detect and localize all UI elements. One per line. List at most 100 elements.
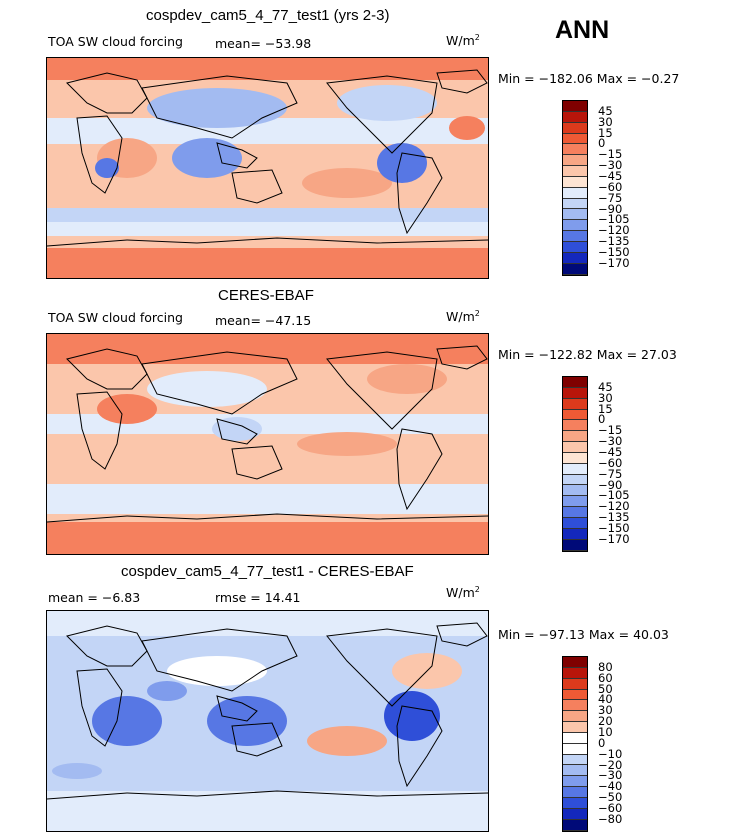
colorbar-box	[563, 765, 587, 777]
panel3-rmse: rmse = 14.41	[215, 590, 301, 605]
colorbar-box	[563, 166, 587, 177]
panel3-map-svg	[47, 611, 488, 831]
colorbar-tick-label: −90	[598, 201, 623, 216]
colorbar-tick-label: −150	[598, 244, 630, 259]
colorbar-tick-label: −150	[598, 520, 630, 535]
colorbar-box	[563, 797, 587, 809]
colorbar-box	[563, 144, 587, 156]
panel3-map	[46, 610, 489, 832]
colorbar-tick-label: −135	[598, 234, 630, 249]
panel2-colorbar-boxes	[563, 377, 587, 551]
colorbar-tick-label: 80	[598, 659, 613, 674]
panel2-minmax: Min = −122.82 Max = 27.03	[498, 347, 677, 362]
colorbar-tick-label: −30	[598, 434, 623, 449]
colorbar-box	[563, 711, 587, 723]
colorbar-box	[563, 409, 587, 421]
colorbar-box	[563, 176, 587, 188]
colorbar-box	[563, 474, 587, 486]
colorbar-box	[563, 528, 587, 540]
panel2-mean: mean= −47.15	[215, 313, 312, 328]
panel2-variable: TOA SW cloud forcing	[48, 310, 183, 325]
panel3-units: W/m2	[446, 585, 480, 601]
colorbar-box	[563, 754, 587, 766]
panel2-map-svg	[47, 334, 488, 554]
panel1-minmax: Min = −182.06 Max = −0.27	[498, 71, 680, 86]
colorbar-tick-label: −80	[598, 811, 623, 826]
colorbar-box	[563, 678, 587, 690]
colorbar-tick-label: 30	[598, 114, 613, 129]
colorbar-tick-label: −90	[598, 477, 623, 492]
colorbar-box	[563, 111, 587, 123]
panel1-mean: mean= −53.98	[215, 36, 312, 51]
panel1-colorbar-boxes	[563, 101, 587, 275]
colorbar-tick-label: −75	[598, 466, 623, 481]
colorbar-tick-label: −120	[598, 499, 630, 514]
panel2-units: W/m2	[446, 309, 480, 325]
colorbar-box	[563, 263, 587, 275]
colorbar-tick-label: −105	[598, 212, 630, 227]
colorbar-tick-label: 10	[598, 724, 613, 739]
colorbar-tick-label: −10	[598, 746, 623, 761]
colorbar-tick-label: −15	[598, 423, 623, 438]
colorbar-tick-label: 30	[598, 703, 613, 718]
panel2-title: CERES-EBAF	[218, 287, 314, 304]
colorbar-tick-label: −30	[598, 768, 623, 783]
colorbar-tick-label: 15	[598, 401, 613, 416]
colorbar-tick-label: 40	[598, 692, 613, 707]
colorbar-tick-label: −170	[598, 531, 630, 546]
colorbar-box	[563, 198, 587, 210]
panel3-title: cospdev_cam5_4_77_test1 - CERES-EBAF	[121, 563, 414, 580]
colorbar-tick-label: 0	[598, 412, 606, 427]
colorbar-box	[563, 732, 587, 744]
colorbar-tick-label: −170	[598, 255, 630, 270]
colorbar-tick-label: −15	[598, 147, 623, 162]
colorbar-box	[563, 667, 587, 679]
panel3-minmax: Min = −97.13 Max = 40.03	[498, 627, 669, 642]
season-label: ANN	[555, 16, 610, 44]
colorbar-box	[563, 431, 587, 443]
panel2-map	[46, 333, 489, 555]
panel1-title: cospdev_cam5_4_77_test1 (yrs 2-3)	[146, 7, 390, 24]
colorbar-tick-label: 20	[598, 714, 613, 729]
colorbar-tick-label: 30	[598, 390, 613, 405]
colorbar-box	[563, 507, 587, 518]
panel1-colorbar	[562, 100, 588, 276]
colorbar-box	[563, 209, 587, 221]
colorbar-box	[563, 398, 587, 410]
colorbar-box	[563, 241, 587, 253]
colorbar-tick-label: −60	[598, 455, 623, 470]
colorbar-tick-label: 0	[598, 136, 606, 151]
colorbar-tick-label: −30	[598, 158, 623, 173]
colorbar-box	[563, 776, 587, 788]
colorbar-tick-label: −75	[598, 190, 623, 205]
colorbar-box	[563, 442, 587, 453]
colorbar-box	[563, 722, 587, 733]
colorbar-tick-label: 60	[598, 670, 613, 685]
colorbar-box	[563, 420, 587, 432]
panel1-map-svg	[47, 58, 488, 278]
colorbar-box	[563, 517, 587, 529]
colorbar-box	[563, 808, 587, 820]
colorbar-tick-label: −135	[598, 510, 630, 525]
colorbar-tick-label: −45	[598, 444, 623, 459]
colorbar-box	[563, 252, 587, 264]
colorbar-tick-label: 0	[598, 735, 606, 750]
colorbar-box	[563, 657, 587, 668]
panel3-colorbar-boxes	[563, 657, 587, 831]
colorbar-tick-label: 15	[598, 125, 613, 140]
colorbar-box	[563, 377, 587, 388]
colorbar-box	[563, 231, 587, 242]
colorbar-box	[563, 819, 587, 831]
colorbar-tick-label: −45	[598, 168, 623, 183]
colorbar-tick-label: −50	[598, 790, 623, 805]
colorbar-tick-label: −105	[598, 488, 630, 503]
colorbar-box	[563, 452, 587, 464]
colorbar-box	[563, 155, 587, 167]
panel1-variable: TOA SW cloud forcing	[48, 34, 183, 49]
colorbar-box	[563, 187, 587, 199]
colorbar-box	[563, 743, 587, 755]
colorbar-tick-label: 45	[598, 103, 613, 118]
colorbar-box	[563, 485, 587, 497]
colorbar-box	[563, 133, 587, 145]
colorbar-box	[563, 496, 587, 508]
